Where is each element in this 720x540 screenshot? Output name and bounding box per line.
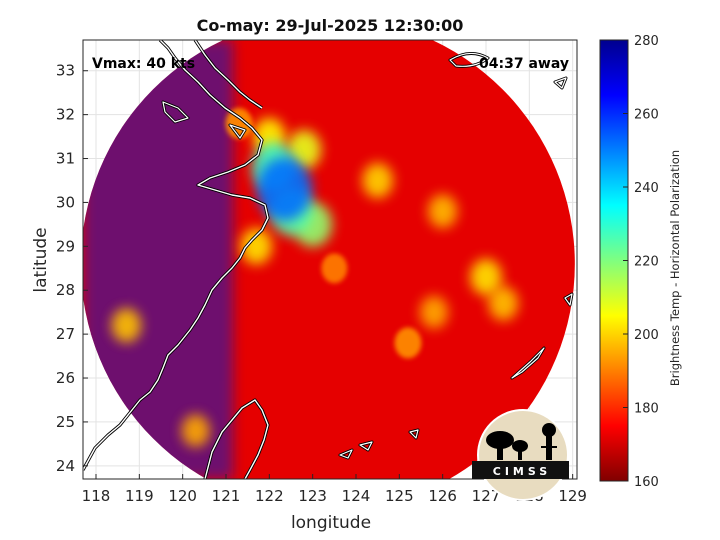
y-tick-label: 31 bbox=[56, 150, 75, 168]
y-tick-label: 28 bbox=[56, 281, 75, 299]
y-ticks: 24 25 26 27 28 29 30 31 32 33 bbox=[56, 62, 88, 475]
feature-blob bbox=[240, 228, 273, 265]
x-tick-label: 126 bbox=[428, 487, 457, 505]
feature-blob bbox=[321, 253, 348, 284]
x-tick-label: 121 bbox=[212, 487, 241, 505]
x-tick-label: 118 bbox=[82, 487, 111, 505]
y-tick-label: 32 bbox=[56, 106, 75, 124]
plot-area: 118119120121122123124125126127128129 242… bbox=[56, 39, 587, 505]
y-tick-label: 30 bbox=[56, 193, 75, 211]
cimss-logo: CIMSS bbox=[472, 409, 569, 501]
colorbar-tick-label: 160 bbox=[634, 475, 659, 490]
x-tick-label: 129 bbox=[558, 487, 587, 505]
y-tick-label: 33 bbox=[56, 62, 75, 80]
colorbar: 160 180 200 220 240 260 280 Brightness Temp - … bbox=[599, 34, 682, 490]
colorbar-tick-label: 240 bbox=[634, 181, 659, 196]
feature-blob bbox=[181, 414, 210, 448]
feature-blob bbox=[362, 162, 393, 199]
chart-title: Co-may: 29-Jul-2025 12:30:00 bbox=[197, 16, 464, 35]
feature-blob bbox=[419, 295, 449, 329]
colorbar-tick-label: 280 bbox=[634, 34, 659, 49]
x-tick-label: 127 bbox=[472, 487, 501, 505]
coastlines bbox=[83, 40, 574, 479]
feature-blob bbox=[286, 129, 322, 170]
vmax-annotation: Vmax: 40 kts bbox=[92, 56, 195, 72]
colorbar-tick-label: 180 bbox=[634, 402, 659, 417]
x-tick-label: 124 bbox=[342, 487, 371, 505]
y-tick-label: 25 bbox=[56, 413, 75, 431]
y-axis-title: latitude bbox=[31, 227, 51, 292]
y-tick-label: 27 bbox=[56, 325, 75, 343]
colorbar-tick-label: 260 bbox=[634, 108, 659, 123]
feature-blob bbox=[111, 308, 142, 343]
y-tick-label: 29 bbox=[56, 237, 75, 255]
x-tick-label: 119 bbox=[125, 487, 154, 505]
feature-blob bbox=[470, 258, 502, 296]
x-tick-label: 123 bbox=[298, 487, 327, 505]
feature-blob bbox=[394, 327, 422, 359]
colorbar-tick-label: 200 bbox=[634, 328, 659, 343]
x-tick-label: 122 bbox=[255, 487, 284, 505]
x-tick-label: 125 bbox=[385, 487, 414, 505]
time-away-annotation: 04:37 away bbox=[479, 56, 569, 72]
plot-frame bbox=[82, 39, 578, 480]
colorbar-title: Brightness Temp - Horizontal Polarizatio… bbox=[668, 150, 682, 386]
x-axis-title: longitude bbox=[291, 513, 371, 533]
colorbar-tick-label: 220 bbox=[634, 255, 659, 270]
feature-blob bbox=[257, 157, 312, 221]
brightness-temp-swath bbox=[83, 40, 575, 479]
cimss-logo-text: CIMSS bbox=[493, 465, 551, 478]
x-tick-label: 120 bbox=[168, 487, 197, 505]
colorbar-ticks: 160 180 200 220 240 260 280 bbox=[623, 34, 659, 490]
y-tick-label: 26 bbox=[56, 369, 75, 387]
y-tick-label: 24 bbox=[56, 457, 75, 475]
feature-blob bbox=[428, 194, 458, 229]
feature-blob bbox=[488, 286, 519, 321]
